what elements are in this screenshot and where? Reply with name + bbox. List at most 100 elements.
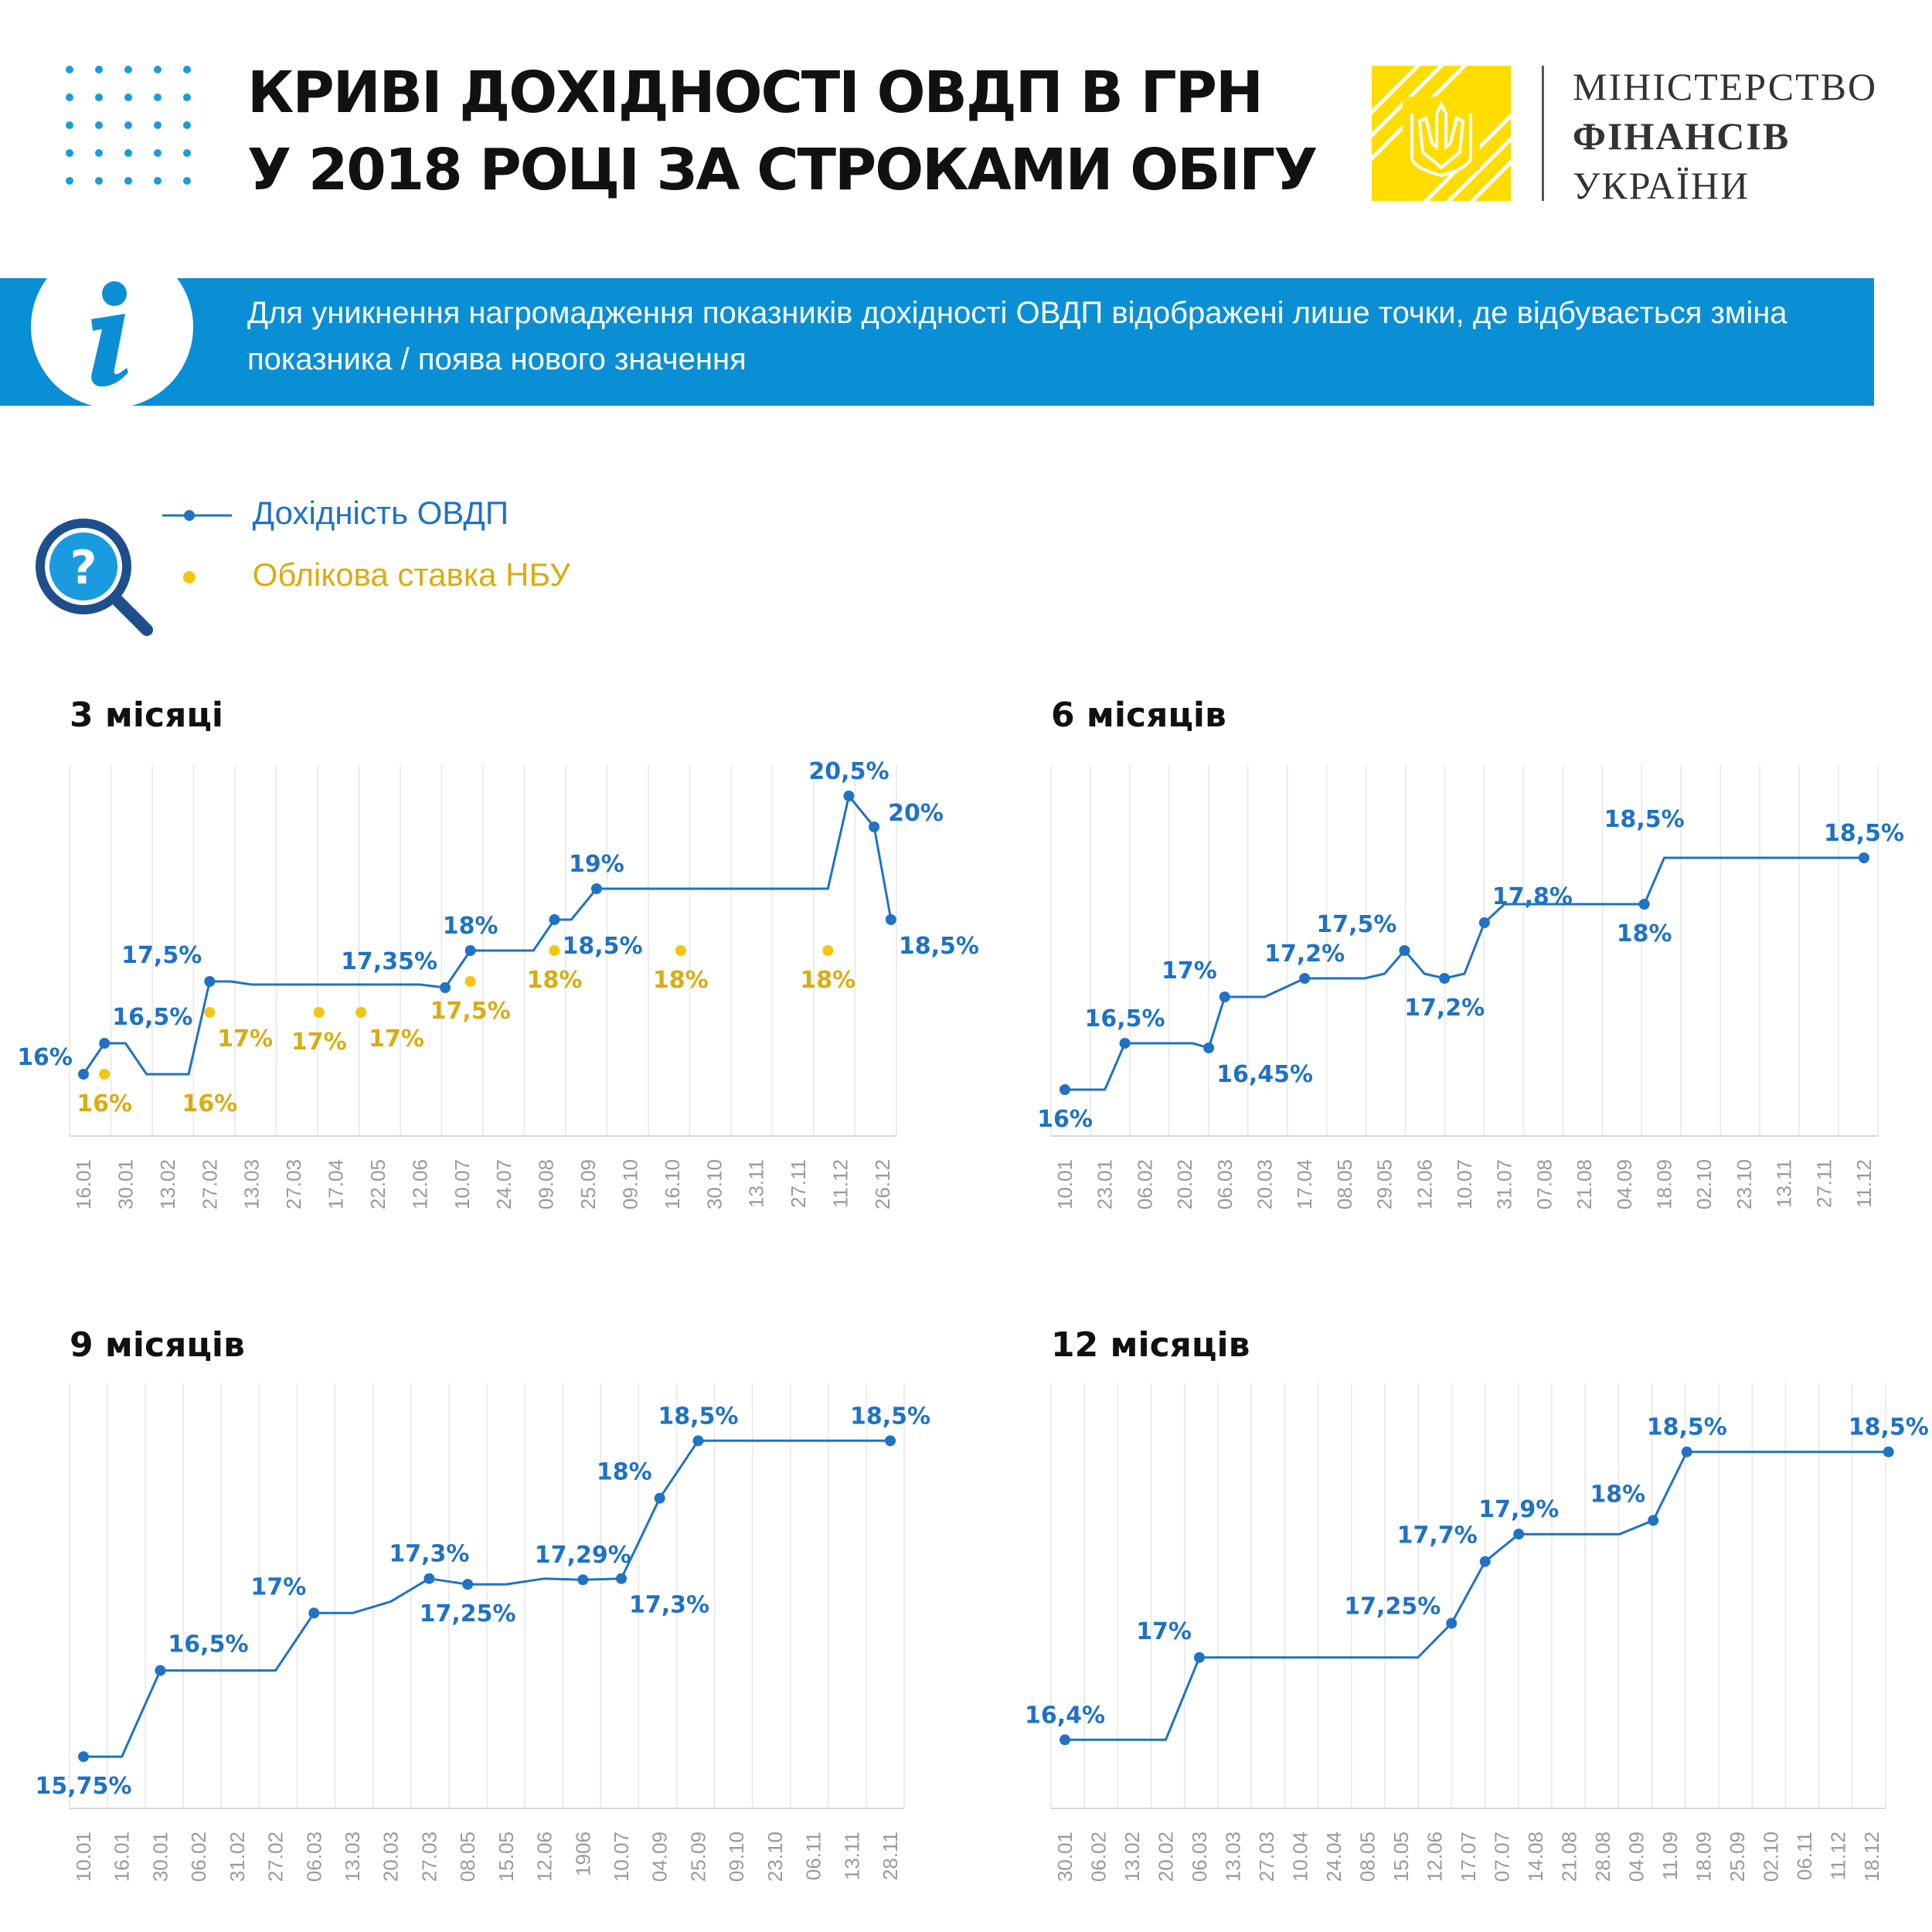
x-tick-label: 10.01 [72,1832,95,1882]
x-tick-label: 31.07 [1493,1159,1516,1209]
yield-point [1399,945,1410,956]
yield-point [78,1751,89,1763]
x-tick-label: 23.10 [764,1832,787,1882]
x-tick-label: 11.12 [1852,1159,1876,1208]
x-tick-label: 21.08 [1558,1832,1581,1882]
yield-data-label: 16,5% [168,1631,248,1658]
x-tick-label: 20.02 [1173,1159,1196,1209]
yield-data-label: 17% [1136,1618,1192,1645]
yield-point [464,945,476,956]
yield-data-label: 17,2% [1264,940,1345,968]
x-tick-label: 22.05 [366,1159,389,1209]
nbu-rate-point [464,976,476,987]
decor-dot [124,94,132,101]
x-tick-label: 17.04 [325,1159,348,1209]
yield-data-label: 17,9% [1478,1496,1559,1523]
nbu-data-label: 17% [291,1029,347,1056]
x-tick-label: 06.03 [302,1832,325,1882]
title-line-2: У 2018 РОЦІ ЗА СТРОКАМИ ОБІГУ [247,137,1318,203]
ministry-line-3: УКРАЇНИ [1573,164,1750,207]
x-tick-label: 16.01 [72,1159,95,1209]
yield-data-label: 20,5% [808,758,889,785]
x-tick-label: 13.02 [1121,1832,1144,1882]
legend-item-nbu: Облікова ставка НБУ [158,556,570,597]
decor-dot [66,121,73,129]
yield-data-label: 17% [1162,957,1217,985]
ministry-line-2: ФІНАНСІВ [1573,114,1791,158]
title-line-1: КРИВІ ДОХІДНОСТІ ОВДП В ГРН [247,60,1264,126]
x-tick-label: 27.03 [1255,1832,1278,1882]
x-tick-label: 25.09 [1726,1832,1749,1882]
yield-point [1299,973,1311,984]
x-tick-label: 02.10 [1760,1832,1783,1882]
legend-nbu-marker [183,570,196,583]
x-tick-label: 27.03 [417,1832,440,1882]
info-icon [91,281,128,387]
x-tick-label: 27.11 [1812,1159,1835,1208]
x-tick-label: 09.10 [618,1159,641,1209]
x-tick-label: 10.07 [1453,1159,1476,1209]
yield-point [1648,1515,1659,1526]
x-tick-label: 27.11 [787,1159,810,1208]
yield-point [1203,1043,1215,1053]
yield-line [83,1439,890,1758]
nbu-rate-point [675,945,686,956]
x-tick-label: 20.03 [1253,1159,1277,1209]
yield-data-label: 17,8% [1492,883,1573,910]
decor-dot [154,94,162,101]
yield-data-label: 18,5% [658,1403,738,1430]
yield-data-label: 18% [443,913,498,940]
yield-point [549,914,560,925]
x-tick-label: 30.01 [1053,1832,1077,1882]
chart-12-months: 30.01 06.02 13.02 20.02 06.03 13.03 27.03 10.04… [1025,1383,1929,1882]
yield-data-label: 16,5% [1085,1005,1165,1032]
nbu-rate-point [822,945,834,956]
x-tick-label: 13.03 [1222,1832,1245,1882]
x-tick-label: 13.03 [341,1832,364,1882]
yield-point [1681,1446,1692,1458]
decor-dot [124,177,132,185]
x-tick-label: 08.05 [456,1832,479,1882]
ministry-line-1: МІНІСТЕРСТВО [1573,65,1878,108]
yield-point [1859,852,1869,863]
x-tick-label: 27.02 [198,1159,221,1209]
page-title: КРИВІ ДОХІДНОСТІ ОВДП В ГРН У 2018 РОЦІ … [247,54,1318,209]
ministry-name: МІНІСТЕРСТВО ФІНАНСІВ УКРАЇНИ [1573,62,1877,210]
decor-dot [154,149,162,157]
yield-data-label: 16% [1037,1106,1093,1133]
x-tick-label: 04.09 [1625,1832,1648,1882]
x-tick-label: 13.03 [240,1159,264,1209]
decor-dot [124,149,132,157]
info-text: Для уникнення нагромадження показників д… [247,296,1787,376]
yield-data-label: 18% [1617,920,1672,947]
decor-dot [154,121,162,129]
chart-title-3m: 3 місяці [70,696,224,735]
yield-point [462,1579,474,1590]
yield-data-label: 16,45% [1216,1061,1313,1088]
x-tick-label: 13.02 [156,1159,179,1209]
chart-9-months: 10.01 16.01 30.01 06.02 31.02 27.02 06.03 13.03… [36,1383,930,1882]
x-tick-label: 28.08 [1591,1832,1614,1882]
x-tick-label: 06.11 [802,1832,825,1880]
yield-data-label: 18% [597,1459,652,1486]
nbu-data-label: 17,5% [430,998,511,1025]
x-tick-label: 10.01 [1053,1159,1077,1209]
yield-point [1119,1038,1131,1049]
decor-dot [66,94,73,101]
yield-data-label: 19% [569,851,624,878]
chart-title-12m: 12 місяців [1051,1325,1250,1365]
yield-data-label: 20% [888,800,944,827]
x-tick-label: 07.07 [1491,1832,1514,1882]
logo-divider [1542,66,1544,201]
yield-data-label: 18,5% [1604,806,1685,833]
x-tick-label: 06.11 [1793,1832,1816,1880]
yield-data-label: 16% [17,1044,73,1071]
yield-data-label: 17% [250,1573,306,1600]
chart-title-6m: 6 місяців [1051,696,1226,735]
decor-dot [154,66,162,73]
legend-item-yield: Дохідність ОВДП [158,495,509,535]
x-tick-label: 11.09 [1658,1832,1682,1880]
x-tick-label: 17.04 [1293,1159,1316,1209]
yield-point [1439,973,1451,984]
nbu-data-label: 18% [527,967,583,994]
